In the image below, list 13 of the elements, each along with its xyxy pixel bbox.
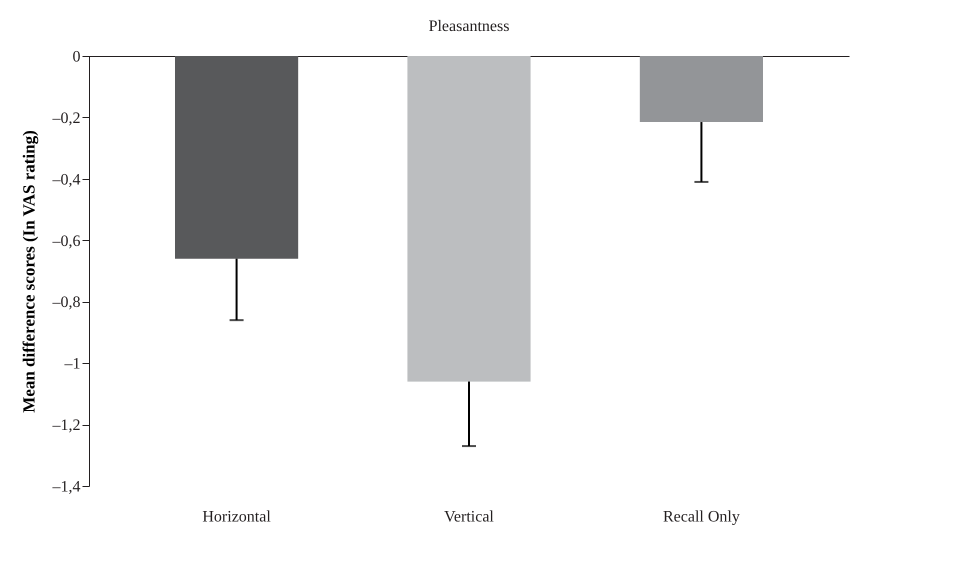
y-tick-label: –0,2	[52, 110, 80, 127]
x-tick-label: Vertical	[444, 508, 494, 526]
x-tick-label: Horizontal	[202, 508, 272, 526]
y-tick-label: –1	[64, 356, 80, 373]
y-axis-title: Mean difference scores (In VAS rating)	[20, 130, 38, 413]
y-tick-label: –1,4	[52, 478, 80, 496]
y-tick-label: –0,8	[52, 294, 80, 312]
y-tick-label: –0,4	[52, 171, 80, 188]
chart-title: Pleasantness	[428, 18, 510, 35]
y-tick-label: –1,2	[52, 417, 80, 434]
y-tick-label: 0	[72, 48, 80, 66]
x-tick-label: Recall Only	[662, 508, 740, 526]
y-tick-label: –0,6	[52, 232, 80, 250]
